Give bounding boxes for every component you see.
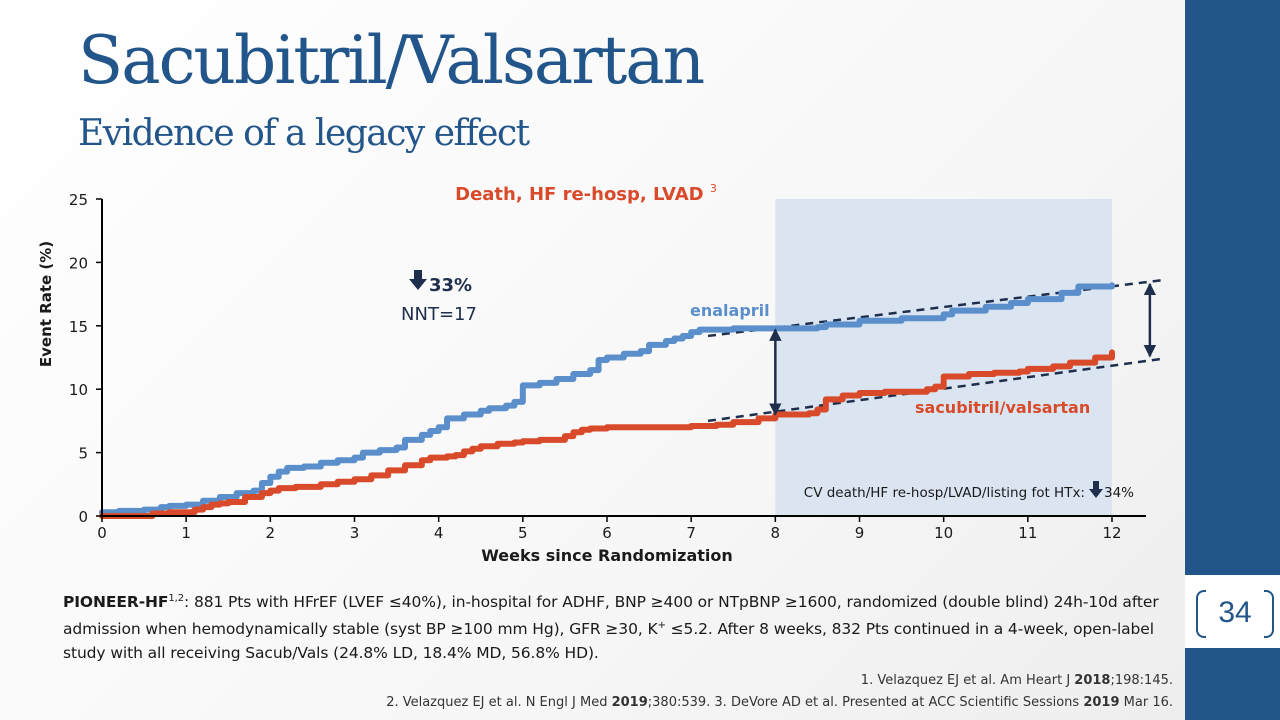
cv-death-annotation: CV death/HF re-hosp/LVAD/listing fot HTx… <box>804 481 1134 501</box>
description-text-1: : 881 Pts with HFrEF (LVEF ≤40%), in-hos… <box>63 593 1159 639</box>
reference-1-text: 1. Velazquez EJ et al. Am Heart J <box>860 673 1075 688</box>
sacubitril-valsartan-line <box>99 349 1115 519</box>
description-text-2: ≤5.2. After 8 weeks, 832 Pts continued i… <box>63 620 1154 663</box>
references: 1. Velazquez EJ et al. Am Heart J 2018;1… <box>386 670 1173 714</box>
x-tick-label: 11 <box>1018 524 1037 542</box>
x-tick-label: 4 <box>434 524 444 542</box>
right-bracket-shape <box>1264 590 1274 638</box>
cv-death-text: CV death/HF re-hosp/LVAD/listing fot HTx… <box>804 485 1085 501</box>
cv-death-value: 34% <box>1104 485 1134 501</box>
slide-subtitle: Evidence of a legacy effect <box>78 113 530 154</box>
down-arrow-icon <box>1089 481 1103 498</box>
y-tick-label: 0 <box>78 508 88 526</box>
x-tick-label: 3 <box>350 524 360 542</box>
enalapril-series-label: enalapril <box>690 301 770 320</box>
x-axis-label: Weeks since Randomization <box>481 546 733 565</box>
reduction-annotation: 33% NNT=17 <box>401 270 477 325</box>
reference-1-tail: ;198:145. <box>1110 673 1173 688</box>
chart-title: Death, HF re-hosp, LVAD 3 <box>455 182 717 205</box>
chart-title-text: Death, HF re-hosp, LVAD <box>455 184 703 205</box>
y-tick-label: 20 <box>69 254 88 272</box>
reference-1-year: 2018 <box>1074 673 1111 688</box>
reference-1: 1. Velazquez EJ et al. Am Heart J 2018;1… <box>386 670 1173 692</box>
x-tick-label: 5 <box>518 524 528 542</box>
study-name: PIONEER-HF <box>63 593 169 612</box>
y-tick-label: 5 <box>78 445 88 463</box>
reference-2-year: 2019 <box>611 695 648 710</box>
open-label-period-region <box>775 199 1112 516</box>
slide-title: Sacubitril/Valsartan <box>78 22 705 99</box>
potassium-superscript: + <box>657 620 666 632</box>
reference-2-text: 2. Velazquez EJ et al. N Engl J Med <box>386 695 612 710</box>
reference-2-year-2: 2019 <box>1083 695 1120 710</box>
y-tick-label: 10 <box>69 381 88 399</box>
y-tick-label: 25 <box>69 191 88 209</box>
sacubitril-series-label: sacubitril/valsartan <box>915 398 1090 417</box>
x-tick-label: 8 <box>771 524 781 542</box>
y-tick-label: 15 <box>69 318 88 336</box>
reference-2-tail: Mar 16. <box>1119 695 1173 710</box>
x-tick-label: 6 <box>602 524 612 542</box>
enalapril-line <box>99 282 1115 516</box>
x-tick-label: 12 <box>1102 524 1121 542</box>
page-number-text: 34 <box>1218 596 1252 629</box>
x-tick-label: 0 <box>97 524 107 542</box>
x-tick-label: 2 <box>266 524 276 542</box>
reference-2: 2. Velazquez EJ et al. N Engl J Med 2019… <box>386 692 1173 714</box>
reduction-value: 33% <box>429 275 472 296</box>
nnt-label: NNT=17 <box>401 304 477 325</box>
study-refs: 1,2 <box>168 593 184 604</box>
study-description: PIONEER-HF1,2: 881 Pts with HFrEF (LVEF … <box>63 587 1163 665</box>
x-tick-label: 10 <box>934 524 953 542</box>
x-tick-label: 1 <box>181 524 191 542</box>
chart-title-superscript: 3 <box>710 182 717 195</box>
y-axis-label: Event Rate (%) <box>37 241 55 367</box>
x-tick-label: 9 <box>855 524 865 542</box>
x-tick-label: 7 <box>686 524 696 542</box>
reference-2-middle: ;380:539. 3. DeVore AD et al. Presented … <box>647 695 1084 710</box>
left-bracket-shape <box>1196 590 1206 638</box>
down-arrow-icon <box>409 270 427 290</box>
page-number: 34 <box>1196 590 1274 638</box>
